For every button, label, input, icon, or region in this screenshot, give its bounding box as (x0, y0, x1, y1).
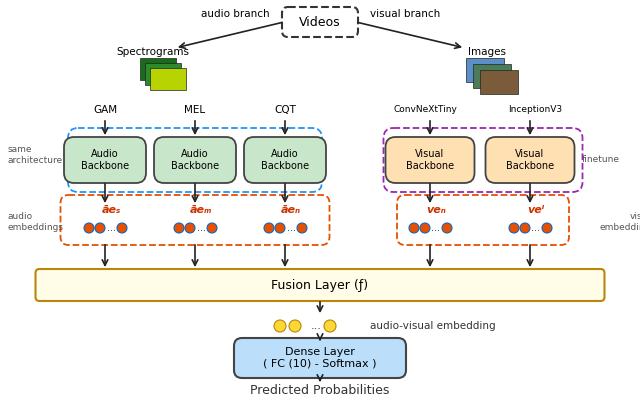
Circle shape (297, 223, 307, 233)
Text: MEL: MEL (184, 105, 205, 115)
Text: ...: ... (287, 223, 296, 233)
Text: InceptionV3: InceptionV3 (508, 105, 562, 115)
Circle shape (185, 223, 195, 233)
Circle shape (174, 223, 184, 233)
Text: ...: ... (431, 223, 440, 233)
Circle shape (117, 223, 127, 233)
FancyBboxPatch shape (64, 137, 146, 183)
Text: ...: ... (531, 223, 541, 233)
Text: āeₙ: āeₙ (281, 205, 301, 215)
Text: Videos: Videos (299, 15, 341, 28)
Text: ConvNeXtTiny: ConvNeXtTiny (393, 105, 457, 115)
Text: audio
embeddings: audio embeddings (8, 212, 64, 232)
Circle shape (264, 223, 274, 233)
Text: āeₘ: āeₘ (190, 205, 212, 215)
Bar (466, 58, 504, 82)
Text: Fusion Layer (ƒ): Fusion Layer (ƒ) (271, 278, 369, 292)
Text: āeₛ: āeₛ (101, 205, 120, 215)
Bar (473, 64, 511, 88)
Text: visual branch: visual branch (370, 9, 440, 19)
Text: visual
embeddings: visual embeddings (600, 212, 640, 232)
Text: audio-visual embedding: audio-visual embedding (370, 321, 495, 331)
Circle shape (95, 223, 105, 233)
Text: Dense Layer
( FC (10) - Softmax ): Dense Layer ( FC (10) - Softmax ) (263, 347, 377, 369)
Text: Images: Images (468, 47, 506, 57)
Circle shape (207, 223, 217, 233)
Circle shape (520, 223, 530, 233)
Bar (145, 63, 181, 85)
Text: Audio
Backbone: Audio Backbone (171, 149, 219, 171)
FancyBboxPatch shape (486, 137, 575, 183)
Text: CQT: CQT (274, 105, 296, 115)
Text: Visual
Backbone: Visual Backbone (506, 149, 554, 171)
FancyBboxPatch shape (154, 137, 236, 183)
Text: veₙ: veₙ (426, 205, 446, 215)
Text: audio branch: audio branch (201, 9, 269, 19)
Text: ...: ... (106, 223, 115, 233)
Circle shape (420, 223, 430, 233)
Circle shape (324, 320, 336, 332)
FancyBboxPatch shape (35, 269, 605, 301)
Text: Audio
Backbone: Audio Backbone (261, 149, 309, 171)
Text: finetune: finetune (582, 156, 620, 164)
FancyBboxPatch shape (282, 7, 358, 37)
Circle shape (289, 320, 301, 332)
Circle shape (409, 223, 419, 233)
FancyBboxPatch shape (234, 338, 406, 378)
Text: GAM: GAM (93, 105, 117, 115)
Text: veᴵ: veᴵ (527, 205, 545, 215)
Bar (480, 70, 518, 94)
Text: Spectrograms: Spectrograms (116, 47, 189, 57)
Circle shape (542, 223, 552, 233)
Text: ...: ... (310, 321, 321, 331)
Text: Predicted Probabilities: Predicted Probabilities (250, 384, 390, 395)
Circle shape (442, 223, 452, 233)
Circle shape (84, 223, 94, 233)
Bar (150, 68, 186, 90)
FancyBboxPatch shape (385, 137, 474, 183)
Text: same
architecture: same architecture (8, 145, 63, 165)
Circle shape (275, 223, 285, 233)
Bar (140, 58, 176, 80)
FancyBboxPatch shape (244, 137, 326, 183)
Circle shape (509, 223, 519, 233)
Circle shape (274, 320, 286, 332)
Text: Visual
Backbone: Visual Backbone (406, 149, 454, 171)
Text: Audio
Backbone: Audio Backbone (81, 149, 129, 171)
Text: ...: ... (196, 223, 205, 233)
